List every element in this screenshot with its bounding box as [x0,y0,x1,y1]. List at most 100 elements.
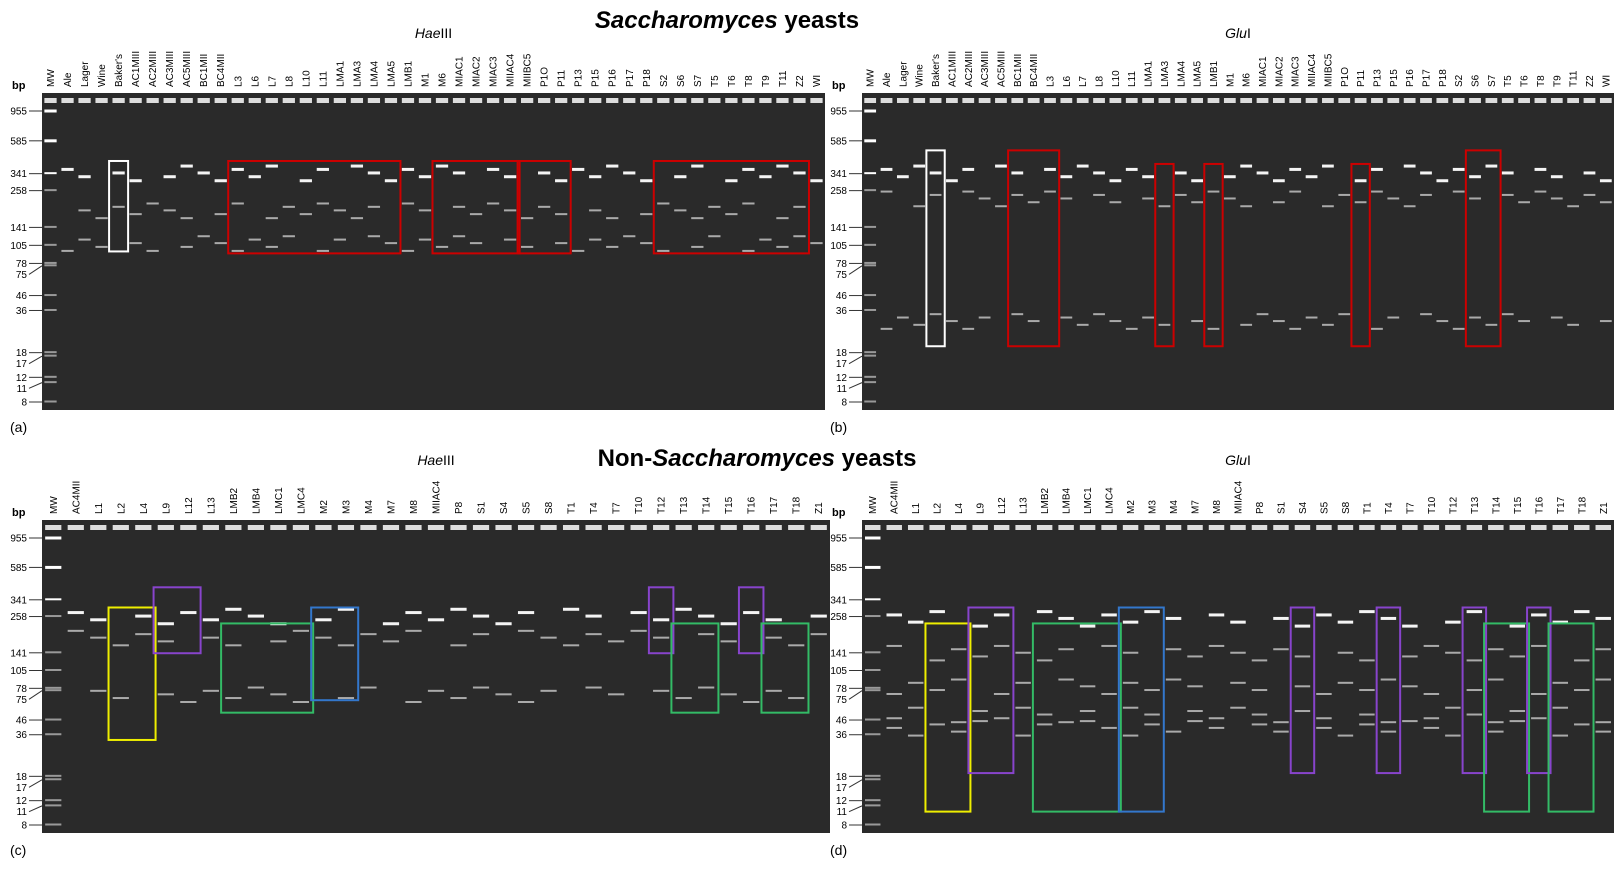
section-title-part: Saccharomyces [595,7,778,34]
lane-label: L12 [184,497,195,514]
ladder-label: 46 [836,716,848,727]
well [517,525,535,530]
band [946,320,958,323]
band [1058,678,1074,681]
lane-label: MIIBC5 [523,53,534,87]
band [1423,692,1440,695]
band [1187,685,1203,688]
band [67,629,84,632]
band [1509,624,1526,628]
band [163,175,176,179]
ladder-band [865,778,881,781]
lane-label: MIIAC4 [1234,480,1245,514]
enzyme-label-part: Hae [417,452,443,468]
well [1452,98,1465,103]
band [282,235,295,238]
band [337,644,355,647]
ladder-band [45,615,62,618]
band [1109,179,1122,183]
lane-label: T16 [1534,496,1545,514]
band [1191,201,1204,204]
lane-label: Lager [898,61,909,87]
lane-label: L3 [233,75,244,87]
well [698,525,715,530]
band [913,164,926,168]
ladder-band [864,354,877,357]
well [1122,525,1139,530]
band [1273,616,1289,620]
ladder-band [865,598,881,601]
lane-label: P11 [557,70,568,87]
ladder-band [44,109,57,113]
band [1101,644,1117,647]
lane-label: L10 [1111,70,1122,87]
band [225,697,242,700]
band [1101,726,1117,729]
band [929,193,942,196]
ladder-band [44,139,57,143]
band [1445,651,1461,654]
ladder-label: 105 [10,241,27,252]
well [1223,98,1236,103]
band [562,644,580,647]
ladder-band [865,804,881,807]
lane-label: T8 [1536,75,1547,87]
lane-label: Wine [915,64,926,87]
band [90,689,107,692]
highlight-box [967,606,1015,775]
ladder-label: 955 [830,107,847,118]
band [1158,323,1171,326]
well [896,98,909,103]
band [486,167,500,171]
lane-label: P13 [574,69,585,87]
well [1485,98,1498,103]
well [555,98,568,103]
well [337,525,355,530]
lane-label: T9 [761,75,772,87]
band [675,697,692,700]
lane-label: AC1MIII [131,51,142,87]
ladder-band [44,294,57,297]
well [1187,525,1203,530]
band [1240,164,1253,168]
lane-label: P11 [1356,70,1367,87]
ladder-band [44,381,57,384]
band [1058,721,1074,724]
band [1423,644,1440,647]
ladder-band [45,689,62,692]
ladder-band [45,598,62,601]
band [653,636,670,639]
band [1079,685,1096,688]
band [1567,323,1580,326]
well [793,98,806,103]
ladder-label: 141 [10,648,27,659]
lane-label: M1 [1225,73,1236,87]
well [1509,525,1526,530]
well [382,525,400,530]
highlight-box [737,586,765,655]
enzyme-label-part: Glu [1225,25,1247,41]
band [1230,706,1246,709]
band [1403,205,1416,208]
band [450,697,467,700]
lane-label: L2 [933,502,944,514]
well [929,525,945,530]
well [1273,525,1289,530]
band [810,614,827,618]
lane-label: LMA3 [1160,60,1171,87]
well [675,525,692,530]
lane-label: T14 [702,496,713,514]
band [929,171,942,175]
lane-label: P1O [540,67,551,87]
highlight-box [925,149,946,348]
well [316,98,329,103]
band [1142,316,1154,319]
band [1076,323,1089,326]
band [350,164,364,168]
band [146,202,159,205]
band [265,164,278,168]
lane-label: L7 [267,75,278,87]
well [265,98,278,103]
well [978,98,991,103]
